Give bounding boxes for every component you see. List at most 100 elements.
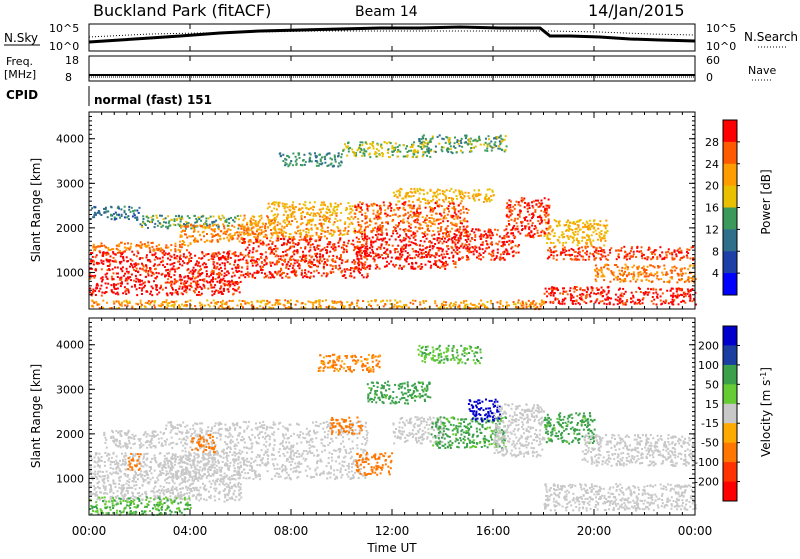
range-cell (381, 147, 383, 149)
range-cell (273, 228, 275, 230)
range-cell (679, 289, 681, 291)
range-cell (286, 155, 288, 157)
range-cell (207, 288, 209, 290)
range-cell (204, 223, 206, 225)
range-cell (577, 233, 579, 235)
range-cell (385, 253, 387, 255)
range-cell (689, 265, 691, 267)
range-cell (690, 289, 692, 291)
range-cell (321, 260, 323, 262)
range-cell (213, 261, 215, 263)
range-cell (396, 232, 398, 234)
range-cell (587, 222, 589, 224)
range-cell (250, 218, 252, 220)
range-cell (216, 262, 218, 264)
range-cell (281, 277, 283, 279)
range-cell (354, 228, 356, 230)
range-cell (392, 264, 394, 266)
range-cell (115, 284, 117, 286)
range-cell (183, 277, 185, 279)
range-cell (127, 283, 129, 285)
range-cell (117, 292, 119, 294)
range-cell (619, 273, 621, 275)
range-cell (141, 263, 143, 265)
range-cell (274, 271, 276, 273)
range-cell (155, 215, 157, 217)
range-cell (146, 216, 148, 218)
range-cell (504, 139, 506, 141)
range-cell (415, 190, 417, 192)
range-cell (448, 248, 450, 250)
range-cell (101, 242, 103, 244)
range-cell (226, 271, 228, 273)
range-cell (599, 220, 601, 222)
range-cell (529, 220, 531, 222)
range-cell (195, 240, 197, 242)
range-cell (670, 277, 672, 279)
range-cell (623, 293, 625, 295)
range-cell (105, 246, 107, 248)
range-cell (282, 263, 284, 265)
range-cell (259, 226, 261, 228)
range-cell (681, 275, 683, 277)
range-cell (386, 261, 388, 263)
range-cell (310, 207, 312, 209)
range-cell (136, 288, 138, 290)
range-cell (549, 247, 551, 249)
range-cell (608, 290, 610, 292)
range-cell (549, 233, 551, 235)
range-cell (415, 239, 417, 241)
range-cell (348, 151, 350, 153)
range-cell (654, 249, 656, 251)
range-cell (180, 279, 182, 281)
range-cell (364, 248, 366, 250)
range-cell (565, 230, 567, 232)
range-cell (439, 134, 441, 136)
range-cell (385, 229, 387, 231)
range-cell (399, 265, 401, 267)
range-cell (303, 230, 305, 232)
range-cell (176, 255, 178, 257)
range-cell (230, 257, 232, 259)
range-cell (643, 254, 645, 256)
range-cell (182, 286, 184, 288)
range-cell (284, 210, 286, 212)
range-cell (225, 258, 227, 260)
range-cell (459, 226, 461, 228)
range-cell (178, 304, 180, 306)
range-cell (464, 218, 466, 220)
range-cell (644, 276, 646, 278)
range-cell (517, 214, 519, 216)
range-cell (248, 241, 250, 243)
range-cell (171, 287, 173, 289)
range-cell (588, 225, 590, 227)
range-cell (490, 237, 492, 239)
range-cell (184, 280, 186, 282)
range-cell (244, 226, 246, 228)
range-cell (500, 254, 502, 256)
range-cell (663, 281, 665, 283)
range-cell (589, 253, 591, 255)
range-cell (206, 240, 208, 242)
range-cell (206, 273, 208, 275)
range-cell (316, 227, 318, 229)
range-cell (428, 250, 430, 252)
range-cell (263, 231, 265, 233)
range-cell (266, 257, 268, 259)
range-cell (247, 232, 249, 234)
range-cell (427, 150, 429, 152)
range-cell (173, 254, 175, 256)
range-cell (408, 241, 410, 243)
range-cell (596, 268, 598, 270)
range-cell (372, 242, 374, 244)
range-cell (392, 219, 394, 221)
range-cell (208, 227, 210, 229)
range-cell (516, 201, 518, 203)
range-cell (125, 213, 127, 215)
range-cell (334, 221, 336, 223)
range-cell (444, 208, 446, 210)
range-cell (431, 214, 433, 216)
range-cell (455, 239, 457, 241)
range-cell (95, 213, 97, 215)
range-cell (321, 156, 323, 158)
